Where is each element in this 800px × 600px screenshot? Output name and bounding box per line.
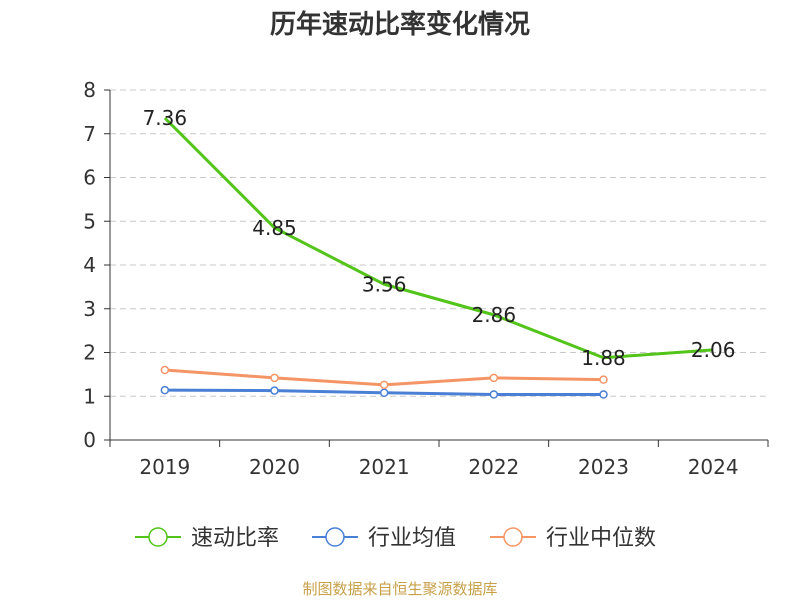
data-point bbox=[489, 373, 499, 383]
x-tick-label: 2019 bbox=[139, 455, 190, 479]
data-label: 7.36 bbox=[143, 106, 188, 130]
data-point bbox=[379, 388, 389, 397]
x-tick-label: 2021 bbox=[359, 455, 410, 479]
legend-item-1[interactable]: 行业均值 bbox=[312, 526, 456, 551]
x-tick-label: 2024 bbox=[688, 455, 739, 479]
y-tick-label: 6 bbox=[83, 166, 96, 190]
source-note: 制图数据来自恒生聚源数据库 bbox=[302, 580, 498, 598]
legend-marker bbox=[325, 527, 345, 547]
legend-item-0[interactable]: 速动比率 bbox=[135, 526, 279, 551]
y-tick-label: 7 bbox=[83, 122, 96, 146]
y-tick-label: 4 bbox=[83, 253, 96, 277]
y-tick-label: 0 bbox=[83, 428, 96, 452]
data-point bbox=[270, 373, 279, 383]
y-tick-label: 3 bbox=[83, 297, 96, 321]
y-tick-label: 2 bbox=[83, 341, 96, 365]
legend-label: 行业中位数 bbox=[546, 526, 656, 551]
y-tick-label: 8 bbox=[83, 78, 96, 102]
data-point bbox=[489, 390, 499, 399]
data-point bbox=[270, 386, 279, 395]
legend[interactable]: 速动比率 行业均值 行业中位数 bbox=[135, 526, 656, 551]
legend-label: 行业均值 bbox=[368, 526, 456, 551]
x-tick-label: 2022 bbox=[468, 455, 519, 479]
data-point bbox=[160, 385, 170, 395]
x-tick-label: 2023 bbox=[578, 455, 629, 479]
axes: 0 1 2 3 4 5 6 7 8 2019 2020 2021 2022 2023 2024 bbox=[83, 78, 769, 479]
legend-label: 速动比率 bbox=[191, 526, 279, 551]
legend-marker bbox=[148, 527, 168, 547]
legend-marker bbox=[503, 527, 523, 547]
y-tick-label: 5 bbox=[83, 209, 96, 233]
data-point bbox=[599, 390, 608, 399]
data-label: 4.85 bbox=[252, 216, 297, 240]
data-label: 2.06 bbox=[691, 338, 736, 362]
data-point bbox=[599, 375, 608, 384]
grid-lines bbox=[110, 89, 768, 397]
x-tick-label: 2020 bbox=[249, 455, 300, 479]
data-labels: 7.36 4.85 3.56 2.86 1.88 2.06 bbox=[143, 106, 736, 370]
series-line-0 bbox=[163, 116, 714, 360]
data-point bbox=[160, 365, 170, 375]
y-tick-label: 1 bbox=[83, 384, 96, 408]
data-point bbox=[379, 380, 389, 390]
data-label: 3.56 bbox=[362, 272, 407, 296]
chart-title: 历年速动比率变化情况 bbox=[269, 10, 530, 40]
data-label: 2.86 bbox=[472, 303, 517, 327]
legend-item-2[interactable]: 行业中位数 bbox=[490, 526, 656, 551]
series-lines bbox=[160, 116, 714, 399]
data-label: 1.88 bbox=[581, 346, 626, 370]
